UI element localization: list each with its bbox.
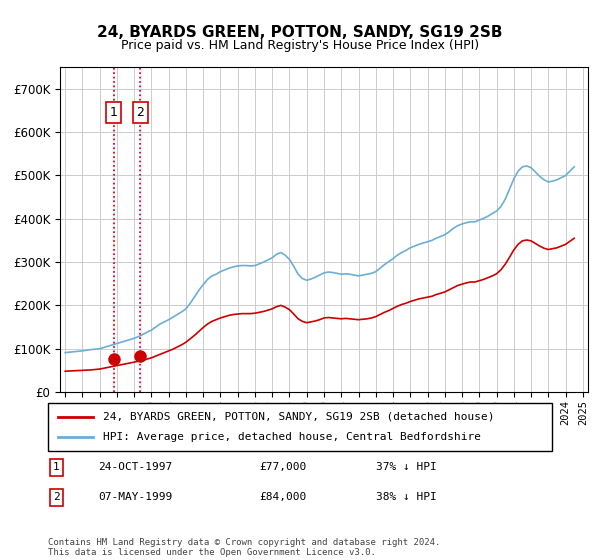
Text: £84,000: £84,000: [260, 492, 307, 502]
Text: 38% ↓ HPI: 38% ↓ HPI: [376, 492, 436, 502]
Bar: [140, 67, 141, 392]
Text: HPI: Average price, detached house, Central Bedfordshire: HPI: Average price, detached house, Cent…: [103, 432, 481, 442]
Text: 07-MAY-1999: 07-MAY-1999: [98, 492, 173, 502]
Text: 2: 2: [136, 106, 145, 119]
Text: 37% ↓ HPI: 37% ↓ HPI: [376, 462, 436, 472]
Text: £77,000: £77,000: [260, 462, 307, 472]
Text: 1: 1: [53, 462, 60, 472]
Text: 2: 2: [53, 492, 60, 502]
FancyBboxPatch shape: [48, 403, 552, 451]
Text: 24-OCT-1997: 24-OCT-1997: [98, 462, 173, 472]
Text: Contains HM Land Registry data © Crown copyright and database right 2024.
This d: Contains HM Land Registry data © Crown c…: [48, 538, 440, 557]
Text: Price paid vs. HM Land Registry's House Price Index (HPI): Price paid vs. HM Land Registry's House …: [121, 39, 479, 52]
Text: 1: 1: [110, 106, 118, 119]
Text: 24, BYARDS GREEN, POTTON, SANDY, SG19 2SB (detached house): 24, BYARDS GREEN, POTTON, SANDY, SG19 2S…: [103, 412, 495, 422]
Text: 24, BYARDS GREEN, POTTON, SANDY, SG19 2SB: 24, BYARDS GREEN, POTTON, SANDY, SG19 2S…: [97, 25, 503, 40]
